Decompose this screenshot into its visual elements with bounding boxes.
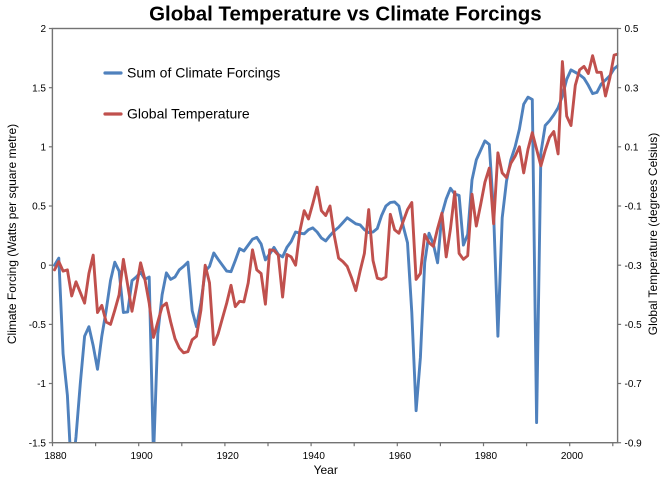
svg-text:2000: 2000 bbox=[561, 451, 584, 462]
svg-text:1.5: 1.5 bbox=[32, 83, 46, 94]
svg-text:1880: 1880 bbox=[44, 451, 67, 462]
svg-text:Year: Year bbox=[314, 463, 338, 477]
svg-text:0.5: 0.5 bbox=[32, 202, 46, 213]
svg-text:0.1: 0.1 bbox=[625, 142, 639, 153]
svg-text:1: 1 bbox=[40, 142, 46, 153]
svg-text:-0.5: -0.5 bbox=[625, 320, 643, 331]
svg-text:Global Temperature (degrees Ce: Global Temperature (degrees Celsius) bbox=[646, 133, 660, 336]
svg-text:Sum of Climate Forcings: Sum of Climate Forcings bbox=[127, 65, 280, 81]
svg-text:-0.3: -0.3 bbox=[625, 261, 643, 272]
svg-text:1960: 1960 bbox=[389, 451, 412, 462]
svg-text:-0.7: -0.7 bbox=[625, 379, 643, 390]
svg-text:1920: 1920 bbox=[217, 451, 240, 462]
svg-text:1980: 1980 bbox=[475, 451, 498, 462]
svg-text:-1: -1 bbox=[37, 379, 46, 390]
svg-text:0: 0 bbox=[40, 261, 46, 272]
svg-text:-0.5: -0.5 bbox=[29, 320, 47, 331]
svg-text:0.3: 0.3 bbox=[625, 83, 639, 94]
svg-text:2: 2 bbox=[40, 24, 46, 35]
svg-text:Global Temperature: Global Temperature bbox=[127, 106, 250, 122]
svg-text:-0.1: -0.1 bbox=[625, 202, 643, 213]
svg-text:0.5: 0.5 bbox=[625, 24, 639, 35]
svg-text:-0.9: -0.9 bbox=[625, 438, 643, 449]
svg-text:Climate Forcing (Watts per squ: Climate Forcing (Watts per square metre) bbox=[5, 124, 19, 344]
svg-text:Global Temperature vs Climate: Global Temperature vs Climate Forcings bbox=[149, 3, 542, 26]
svg-text:1940: 1940 bbox=[303, 451, 326, 462]
svg-text:-1.5: -1.5 bbox=[29, 438, 47, 449]
svg-text:1900: 1900 bbox=[130, 451, 153, 462]
